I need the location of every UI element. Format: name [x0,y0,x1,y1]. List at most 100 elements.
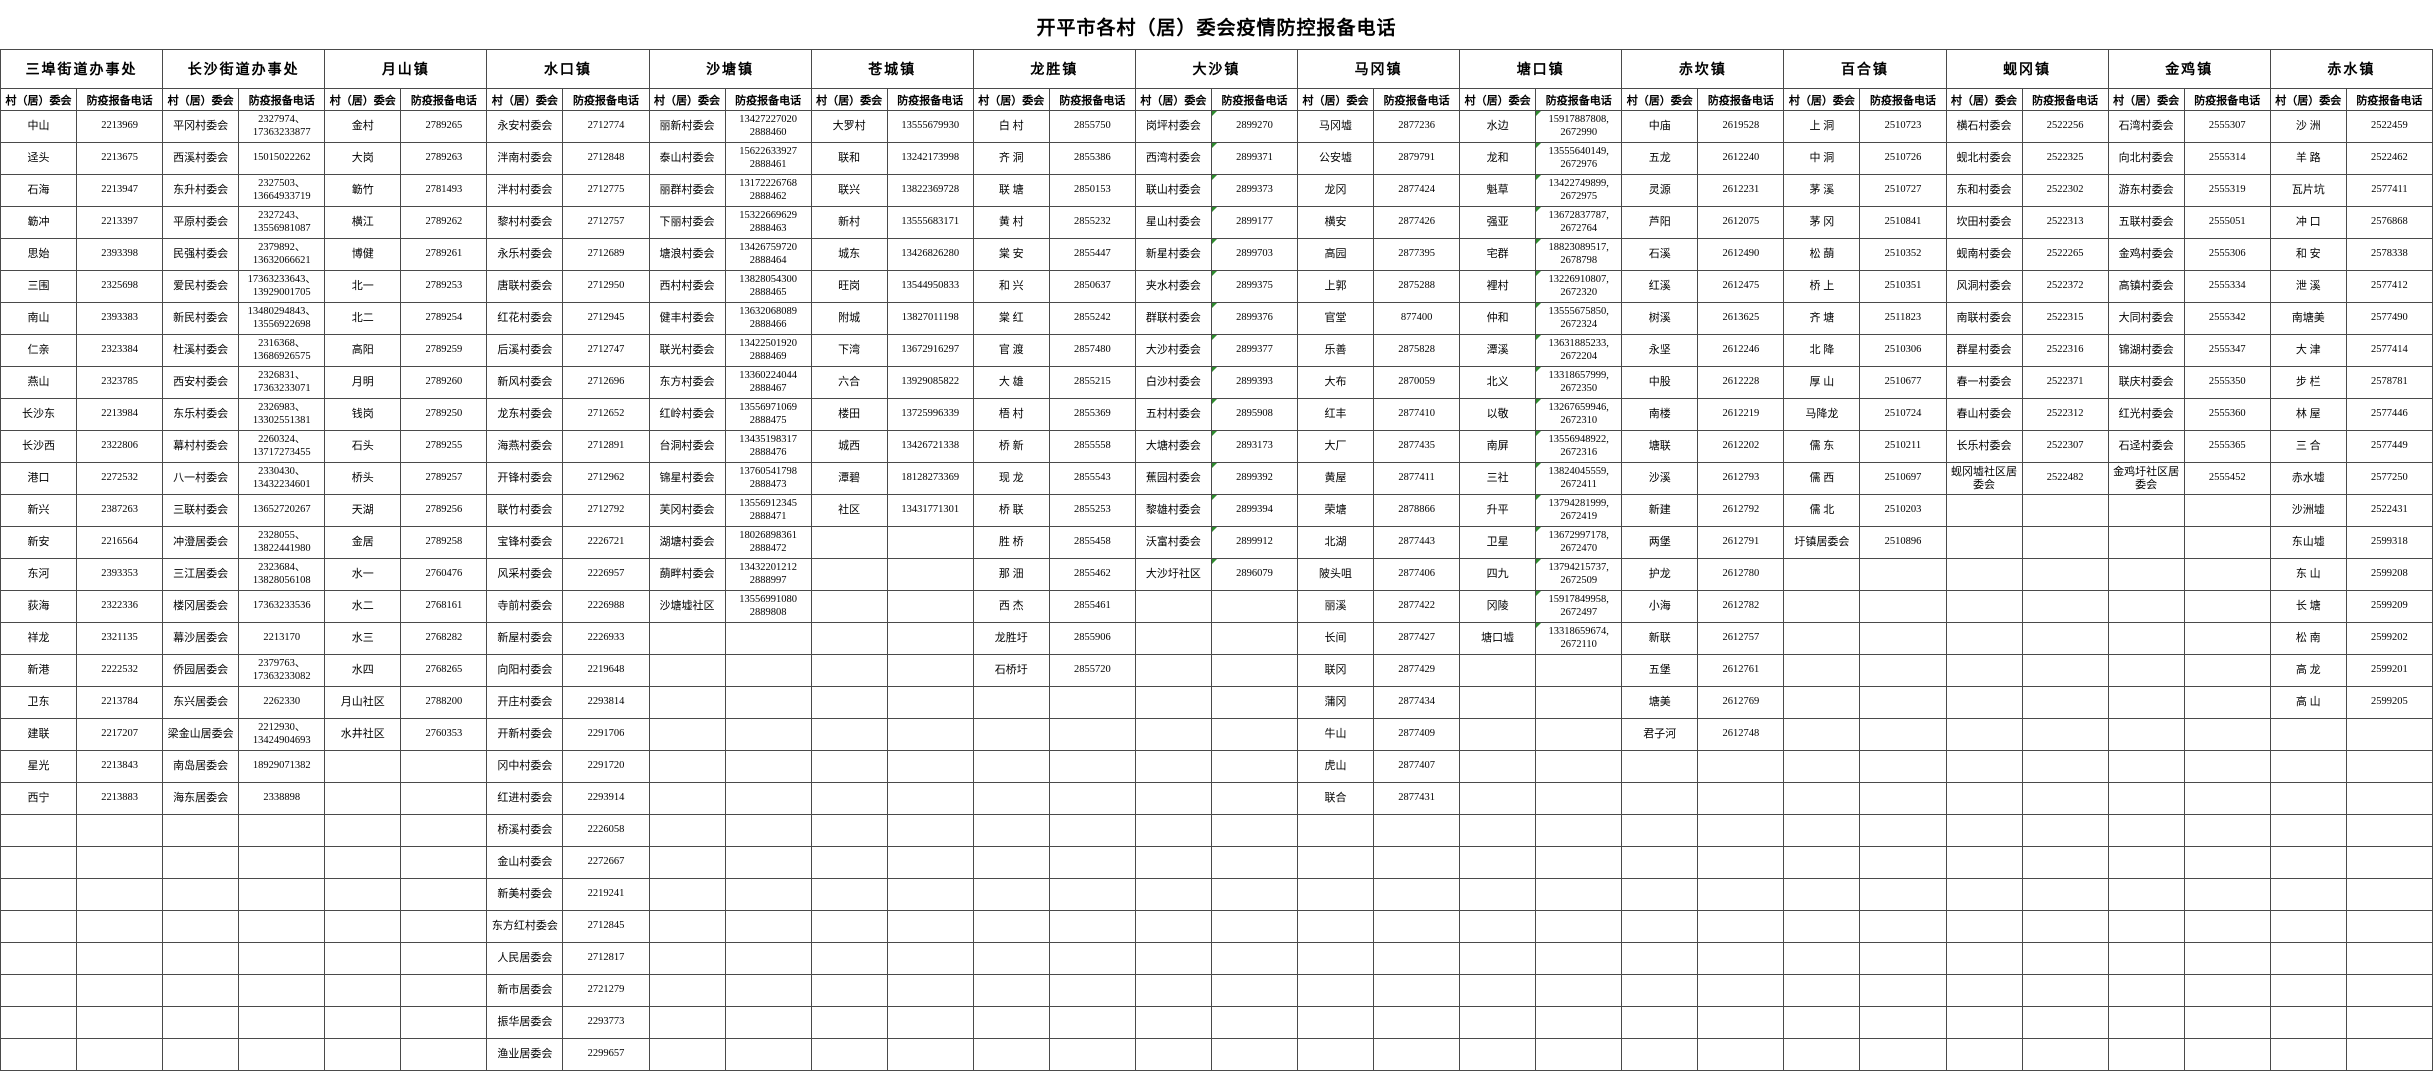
committee-name-cell: 塘联 [1621,430,1699,463]
town-header: 三埠街道办事处 [0,49,164,89]
phone-number-cell: 2899376 [1210,302,1299,335]
phone-number-cell: 2768161 [400,590,488,623]
phone-number-cell [2021,526,2109,559]
committee-name-cell: 沙溪 [1621,462,1699,495]
phone-number-cell [1048,878,1136,911]
committee-name-cell [810,526,888,559]
committee-name-cell [162,910,240,943]
phone-number-cell [1210,590,1299,623]
committee-name-cell: 横安 [1296,206,1375,239]
phone-number-cell [1535,814,1623,847]
phone-number-cell: 13725996339 [886,398,974,431]
phone-number-cell [1697,750,1785,783]
phone-number-cell [724,878,812,911]
report-phone-table: 三埠街道办事处 长沙街道办事处 月山镇 水口镇 沙塘镇 苍城镇 龙胜镇 大沙镇 马冈镇 塘口镇 赤坎… [0,49,2433,1071]
phone-number-cell: 877400 [1373,302,1461,335]
committee-name-cell [2269,910,2347,943]
phone-number-cell [2021,878,2109,911]
town-header: 月山镇 [324,49,488,89]
committee-name-cell: 塘口墟 [1459,622,1537,655]
committee-name-cell: 白 村 [972,110,1050,143]
phone-number-cell: 2855215 [1048,366,1136,399]
committee-name-cell [1945,590,2023,623]
committee-name-cell [1621,782,1699,815]
committee-name-cell: 石海 [0,174,78,207]
committee-name-cell: 三围 [0,270,78,303]
committee-name-cell: 星光 [0,750,78,783]
committee-name-cell [162,878,240,911]
committee-name-cell: 桥头 [324,462,402,495]
committee-name-cell: 思始 [0,238,78,271]
phone-number-cell: 2896079 [1210,558,1299,591]
phone-number-cell [1859,686,1947,719]
committee-name-cell [1945,494,2023,527]
committee-name-cell [1945,910,2023,943]
committee-name-cell: 水井社区 [324,718,402,751]
committee-name-cell [1945,814,2023,847]
phone-number-cell: 2878866 [1373,494,1461,527]
committee-name-cell [972,1038,1050,1071]
phone-number-cell: 2323384 [76,334,164,367]
committee-name-cell [648,718,726,751]
committee-name-cell: 长 塘 [2269,590,2347,623]
committee-name-cell: 游东村委会 [2107,174,2185,207]
table-row: 燕山 2323785 西安村委会 2326831、 17363233071 月明 2789… [0,366,2433,399]
committee-name-cell: 高 山 [2269,686,2347,719]
committee-name-cell: 龙胜圩 [972,622,1050,655]
committee-name-cell: 横江 [324,206,402,239]
phone-number-cell [2183,494,2271,527]
phone-number-cell: 2613625 [1697,302,1785,335]
committee-name-cell: 港口 [0,462,78,495]
town-header: 苍城镇 [810,49,974,89]
committee-name-cell: 大沙圩社区 [1134,558,1212,591]
phone-number-cell: 2612240 [1697,142,1785,175]
phone-number-cell [238,814,326,847]
phone-number-cell [1859,942,1947,975]
committee-name-cell: 泄 溪 [2269,270,2347,303]
phone-number-cell [2021,494,2109,527]
committee-name-cell: 新兴 [0,494,78,527]
committee-name-cell [1945,1006,2023,1039]
committee-name-cell: 联合 [1296,782,1375,815]
phone-number-cell: 13631885233, 2672204 [1535,334,1623,367]
committee-name-cell: 红溪 [1621,270,1699,303]
phone-number-cell [400,910,488,943]
phone-number-cell [2021,686,2109,719]
name-column-header: 村（居）委会 [1783,88,1861,111]
committee-name-cell: 桥溪村委会 [486,814,564,847]
phone-number-cell [2345,942,2433,975]
phone-number-cell: 2899393 [1210,366,1299,399]
committee-name-cell: 楼田 [810,398,888,431]
phone-column-header: 防疫报备电话 [2021,88,2109,111]
committee-name-cell: 泮村村委会 [486,174,564,207]
committee-name-cell: 乐善 [1296,334,1375,367]
committee-name-cell [1621,750,1699,783]
committee-name-cell [324,1038,402,1071]
phone-number-cell: 2522372 [2021,270,2109,303]
committee-name-cell [2107,750,2185,783]
committee-name-cell [2107,622,2185,655]
committee-name-cell [972,974,1050,1007]
phone-number-cell [886,622,974,655]
phone-number-cell [886,526,974,559]
committee-name-cell [1134,910,1212,943]
committee-name-cell [2107,654,2185,687]
phone-number-cell: 2875288 [1373,270,1461,303]
committee-name-cell: 红岭村委会 [648,398,726,431]
phone-number-cell: 13318659674, 2672110 [1535,622,1623,655]
committee-name-cell: 宝锋村委会 [486,526,564,559]
phone-number-cell [724,974,812,1007]
phone-number-cell [2183,942,2271,975]
committee-name-cell [324,750,402,783]
table-row: 东河 2393353 三江居委会 2323684、 13828056108 水一 2760… [0,558,2433,591]
committee-name-cell: 宅群 [1459,238,1537,271]
committee-name-cell: 冈陵 [1459,590,1537,623]
committee-name-cell: 蚬北村委会 [1945,142,2023,175]
table-row: 振华居委会 2293773 [0,1006,2433,1039]
phone-number-cell: 17363233643、 13929001705 [238,270,326,303]
phone-number-cell [76,974,164,1007]
phone-number-cell: 13822369728 [886,174,974,207]
phone-number-cell: 2712845 [562,910,650,943]
phone-number-cell [2021,846,2109,879]
committee-name-cell: 祥龙 [0,622,78,655]
